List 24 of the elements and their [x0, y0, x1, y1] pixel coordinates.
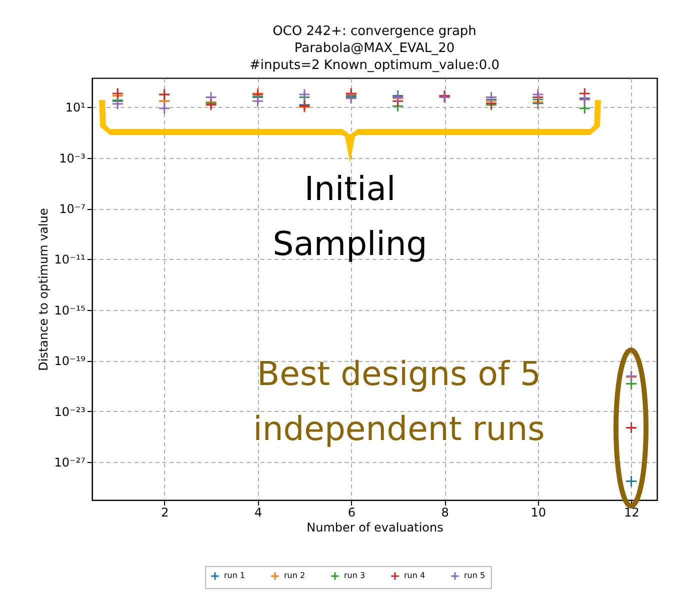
- legend-label: run 2: [284, 571, 306, 580]
- x-tick-label: 2: [161, 506, 169, 520]
- y-axis-title: Distance to optimum value: [36, 208, 50, 371]
- legend-label: run 4: [404, 571, 426, 580]
- annotation: Initial Sampling: [272, 169, 428, 263]
- legend-label: run 5: [464, 571, 486, 580]
- y-tick-label: 10⁻¹¹: [54, 252, 86, 267]
- x-tick-label: 12: [624, 506, 640, 520]
- x-tick-label: 8: [441, 506, 449, 520]
- x-tick-label: 4: [254, 506, 262, 520]
- chart-title: OCO 242+: convergence graph Parabola@MAX_EVAL_20 #inputs=2 Known_optimum_value:0.0: [249, 24, 500, 73]
- y-tick-label: 10⁻²³: [54, 404, 86, 419]
- legend-label: run 3: [344, 571, 366, 580]
- x-axis-title: Number of evaluations: [306, 520, 444, 534]
- y-tick-label: 10⁻⁷: [59, 202, 86, 216]
- y-tick-label: 10¹: [65, 100, 86, 115]
- y-tick-label: 10⁻³: [59, 151, 86, 166]
- x-tick-label: 6: [348, 506, 356, 520]
- legend-label: run 1: [224, 571, 246, 580]
- x-tick-label: 10: [530, 506, 546, 520]
- y-tick-label: 10⁻¹⁵: [54, 303, 86, 318]
- annotation: Best designs of 5 independent runs: [253, 354, 545, 448]
- y-tick-label: 10⁻²⁷: [54, 455, 86, 470]
- y-tick-label: 10⁻¹⁹: [54, 354, 86, 368]
